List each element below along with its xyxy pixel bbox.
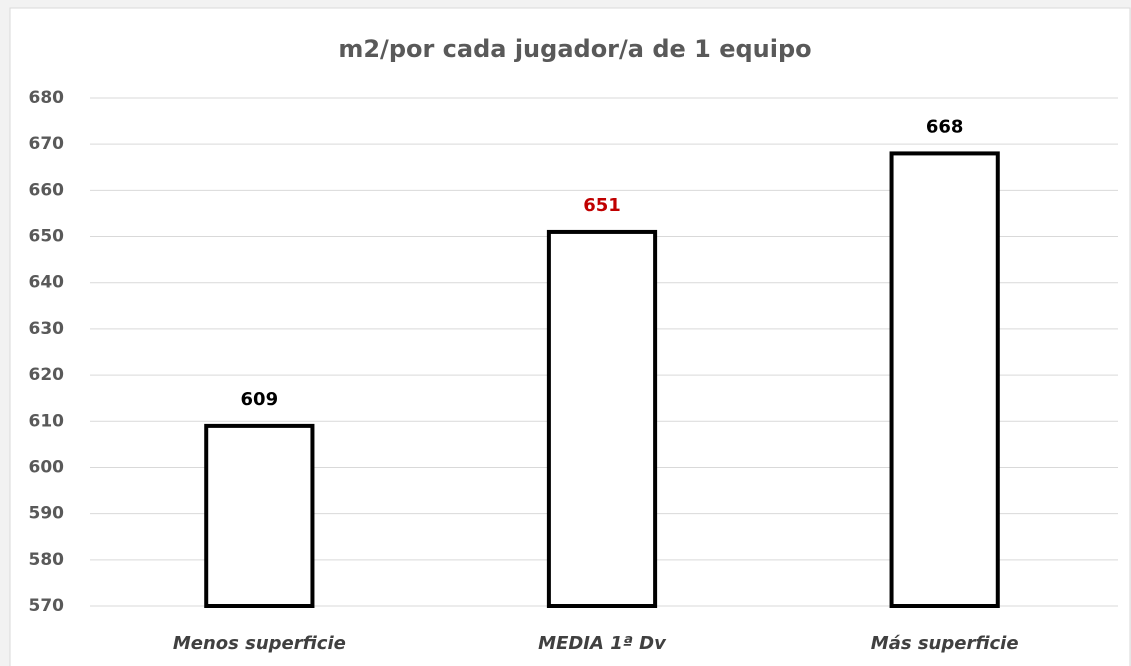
y-tick-label: 650 [29,227,65,247]
y-tick-label: 670 [29,134,65,154]
data-label: 668 [926,116,964,137]
y-tick-label: 580 [29,550,65,570]
bar [204,423,315,608]
y-tick-label: 600 [29,457,65,477]
y-tick-label: 680 [29,88,65,108]
y-tick-label: 570 [29,596,65,616]
x-tick-label: MEDIA 1ª Dv [538,633,667,654]
y-tick-label: 590 [29,504,65,524]
bar [889,151,1000,608]
y-tick-label: 630 [29,319,65,339]
x-tick-label: Más superficie [871,633,1019,654]
x-tick-label: Menos superficie [173,633,346,654]
y-tick-label: 620 [29,365,65,385]
data-label: 651 [583,195,621,216]
bar [546,229,658,608]
y-tick-label: 640 [29,273,65,293]
y-tick-label: 660 [29,180,65,200]
y-tick-label: 610 [29,411,65,431]
data-label: 609 [241,389,279,410]
chart-title: m2/por cada jugador/a de 1 equipo [338,35,811,63]
